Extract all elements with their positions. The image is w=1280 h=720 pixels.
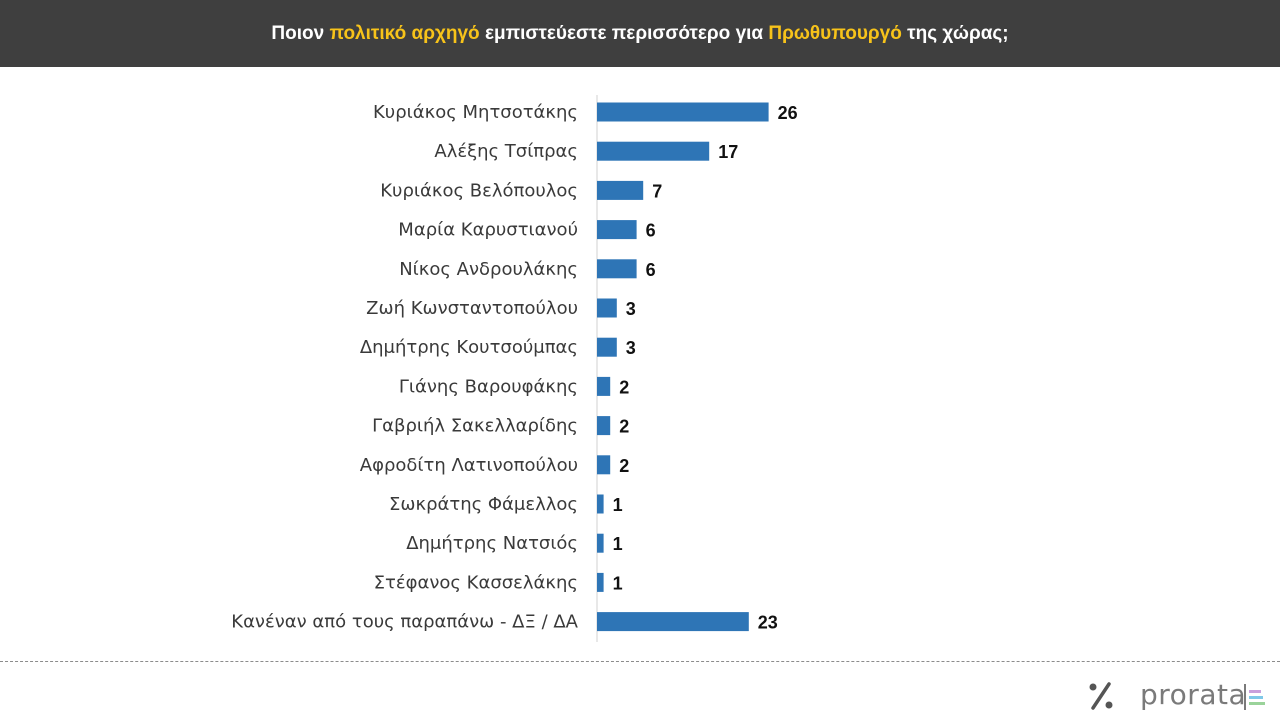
logo-text: prorata (1140, 678, 1247, 711)
bar (597, 337, 617, 357)
value-label: 2 (619, 417, 629, 437)
category-label: Γιάνης Βαρουφάκης (399, 376, 578, 397)
category-label: Δημήτρης Νατσιός (406, 533, 578, 554)
bar (597, 259, 637, 279)
bar (597, 612, 749, 632)
title-segment: Ποιον (271, 22, 330, 44)
value-label: 23 (758, 613, 778, 633)
value-label: 26 (778, 103, 798, 123)
category-label: Δημήτρης Κουτσούμπας (360, 337, 578, 358)
category-label: Κυριάκος Μητσοτάκης (373, 102, 578, 123)
category-label: Μαρία Καρυστιανού (398, 220, 578, 241)
bar (597, 376, 611, 396)
bar (597, 494, 604, 514)
bar (597, 220, 637, 240)
category-label: Κανέναν από τους παραπάνω - ΔΞ / ΔΑ (231, 612, 578, 633)
category-label: Σωκράτης Φάμελλος (389, 494, 578, 515)
value-label: 1 (613, 534, 623, 554)
category-label: Αλέξης Τσίπρας (434, 141, 578, 162)
category-label: Νίκος Ανδρουλάκης (399, 259, 578, 280)
value-label: 1 (613, 495, 623, 515)
bar (597, 102, 769, 122)
footer-divider (0, 661, 1280, 662)
value-label: 2 (619, 456, 629, 476)
bar (597, 416, 611, 436)
value-label: 6 (646, 221, 656, 241)
bar (597, 180, 644, 200)
bar (597, 455, 611, 475)
title-segment: της χώρας; (901, 22, 1009, 44)
value-label: 3 (626, 338, 636, 358)
title-segment: πολιτικό αρχηγό (329, 22, 480, 44)
bar (597, 298, 617, 318)
value-label: 7 (652, 181, 662, 201)
category-label: Ζωή Κωνσταντοπούλου (366, 298, 578, 319)
title-segment: εμπιστεύεστε περισσότερο για (479, 22, 769, 44)
prorata-bars-icon (1244, 684, 1265, 710)
value-label: 1 (613, 573, 623, 593)
category-label: Γαβριήλ Σακελλαρίδης (372, 416, 578, 437)
bar (597, 572, 604, 592)
header-bar: Ποιον πολιτικό αρχηγό εμπιστεύεστε περισ… (0, 0, 1280, 67)
title-segment: Πρωθυπουργό (768, 22, 902, 44)
value-label: 6 (646, 260, 656, 280)
value-label: 2 (619, 377, 629, 397)
category-label: Στέφανος Κασσελάκης (374, 572, 578, 593)
page-title: Ποιον πολιτικό αρχηγό εμπιστεύεστε περισ… (271, 23, 1008, 45)
value-label: 17 (718, 142, 738, 162)
bar (597, 533, 604, 553)
category-label: Αφροδίτη Λατινοπούλου (360, 455, 578, 476)
value-label: 3 (626, 299, 636, 319)
percent-icon (1089, 682, 1113, 710)
category-label: Κυριάκος Βελόπουλος (380, 180, 578, 201)
bar (597, 141, 710, 161)
